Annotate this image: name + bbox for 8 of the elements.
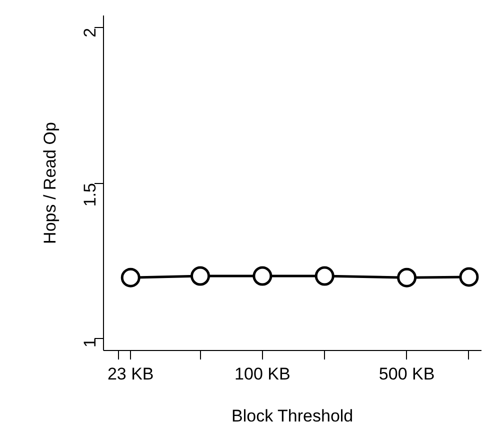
x-tick-label: 23 KB [107,364,154,384]
y-tick-label: 1 [80,338,100,348]
y-axis-title: Hops / Read Op [40,122,60,244]
x-axis-title: Block Threshold [232,406,354,426]
y-tick-label: 2 [80,28,100,38]
x-tick-label: 100 KB [234,364,290,384]
y-tick-label: 1.5 [80,182,100,207]
x-tick-label: 500 KB [378,364,435,384]
